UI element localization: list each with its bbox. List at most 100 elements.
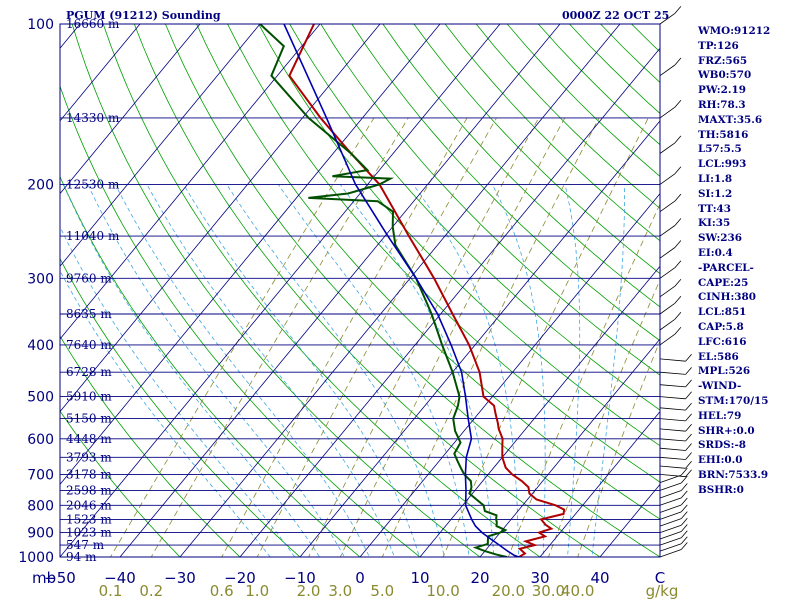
index-item: RH:78.3 <box>698 98 746 111</box>
mixing-ratio-line <box>381 117 600 557</box>
wind-barb <box>659 142 676 154</box>
wind-barb <box>659 474 686 478</box>
isotherm <box>60 24 141 122</box>
wind-barb-flag <box>674 166 682 175</box>
wind-barb-flag <box>685 452 692 460</box>
index-item: LFC:616 <box>698 335 747 348</box>
height-label: 7640 m <box>66 338 112 352</box>
mixing-ratio-label: 0.6 <box>210 582 234 600</box>
wind-barb-flag <box>685 423 692 432</box>
index-item: WB0:570 <box>698 69 752 82</box>
isotherm <box>0 24 20 557</box>
temperature-tick-label: 40 <box>590 569 609 587</box>
dry-adiabat <box>71 24 481 557</box>
temperature-tick-label: 0 <box>355 569 365 587</box>
wind-barb-flag <box>680 536 688 544</box>
wind-barb <box>659 537 682 546</box>
height-label: 8635 m <box>66 307 112 321</box>
temperature-tick-label: −40 <box>104 569 136 587</box>
wind-barb-flag <box>674 218 682 226</box>
index-item: LI:1.8 <box>698 172 733 185</box>
isotherm <box>419 265 660 557</box>
wind-barb-flag <box>685 402 692 411</box>
isotherm <box>60 24 441 485</box>
temperature-tick-label: −30 <box>164 569 196 587</box>
wind-barb-flag <box>680 524 688 532</box>
isotherm <box>60 24 261 267</box>
height-label: 4448 m <box>66 432 112 446</box>
moist-adiabat <box>412 184 519 557</box>
index-item: WMO:91212 <box>698 25 771 37</box>
wind-barb <box>659 371 686 375</box>
dry-adiabats <box>60 24 800 568</box>
index-item: -PARCEL- <box>698 261 754 274</box>
wind-barb-flag <box>685 367 692 375</box>
dry-adiabat <box>60 85 421 557</box>
mixing-ratio-label: 30.0 <box>532 582 565 600</box>
moist-adiabat <box>277 184 470 557</box>
wind-barb <box>659 543 682 552</box>
wind-barb <box>659 490 682 499</box>
wind-barb-flag <box>680 483 688 491</box>
height-label: 547 m <box>66 538 105 552</box>
index-item: FRZ:565 <box>698 54 748 67</box>
pressure-tick-label: 300 <box>27 271 54 287</box>
temperature-tick-label: −20 <box>224 569 256 587</box>
pressure-tick-label: 800 <box>27 498 54 514</box>
wind-barb-flag <box>680 497 688 506</box>
height-label: 94 m <box>66 550 97 564</box>
moist-adiabat <box>226 184 445 557</box>
height-label: 2598 m <box>66 483 112 497</box>
moist-adiabat <box>339 184 495 557</box>
dry-adiabat <box>787 24 800 568</box>
index-item: SHR+:0.0 <box>698 424 755 437</box>
index-item: LCL:993 <box>698 158 747 171</box>
index-item: EI:0.4 <box>698 246 733 259</box>
mixing-ratio-label: 0.2 <box>139 582 163 600</box>
wind-barb <box>659 456 686 460</box>
dry-adiabat <box>60 257 301 557</box>
height-label: 5150 m <box>66 412 112 426</box>
temperature-tick-label: 30 <box>530 569 549 587</box>
wind-barb-flag <box>674 260 682 268</box>
height-label: 1023 m <box>66 526 112 540</box>
index-item: -WIND- <box>698 380 742 393</box>
dry-adiabat <box>102 24 541 557</box>
pressure-tick-label: 400 <box>27 338 54 354</box>
mixing-ratio-label: 1.0 <box>245 582 269 600</box>
moist-adiabat <box>564 184 581 557</box>
moist-adiabat <box>491 184 546 557</box>
wind-barb-flag <box>674 296 682 304</box>
wind-barb <box>659 531 682 540</box>
wind-barb-flag <box>680 517 688 526</box>
dry-adiabat <box>289 24 660 411</box>
wind-barb-flag <box>680 542 688 550</box>
mixing-ratio-label: 2.0 <box>297 582 321 600</box>
dry-adiabat <box>60 410 181 557</box>
wind-barb-flag <box>685 443 692 451</box>
height-label: 3793 m <box>66 450 112 464</box>
index-item: EHI:0.0 <box>698 454 743 467</box>
wind-barb <box>659 173 676 185</box>
wind-barb-flag <box>674 99 682 108</box>
dry-adiabat <box>165 24 660 557</box>
pressure-tick-labels: 100 200 300 400 500 600 700 800 900 1000 <box>18 17 54 566</box>
sounding-time: 0000Z 22 OCT 25 <box>562 9 670 22</box>
sounding-traces <box>259 24 566 557</box>
station-title: PGUM (91212) Sounding <box>66 9 221 22</box>
dry-adiabat <box>351 24 660 342</box>
mixing-ratio-unit: g/kg <box>646 582 679 600</box>
temperature-tick-label: 20 <box>470 569 489 587</box>
isotherm <box>179 24 621 557</box>
stability-indices-list: WMO:91212 TP:126 FRZ:565 WB0:570 PW:2.19 RH:7… <box>698 24 770 498</box>
wind-barb <box>659 285 676 298</box>
wind-barb-flag <box>680 504 688 513</box>
index-item: SI:1.2 <box>698 187 733 200</box>
index-item: HEL:79 <box>698 409 742 422</box>
mixing-ratio-line <box>507 203 660 557</box>
dry-adiabat <box>258 24 660 447</box>
height-label: 2046 m <box>66 498 112 512</box>
index-item: TP:126 <box>698 39 739 52</box>
wind-barb-flag <box>685 469 692 477</box>
wind-barb <box>659 482 682 491</box>
